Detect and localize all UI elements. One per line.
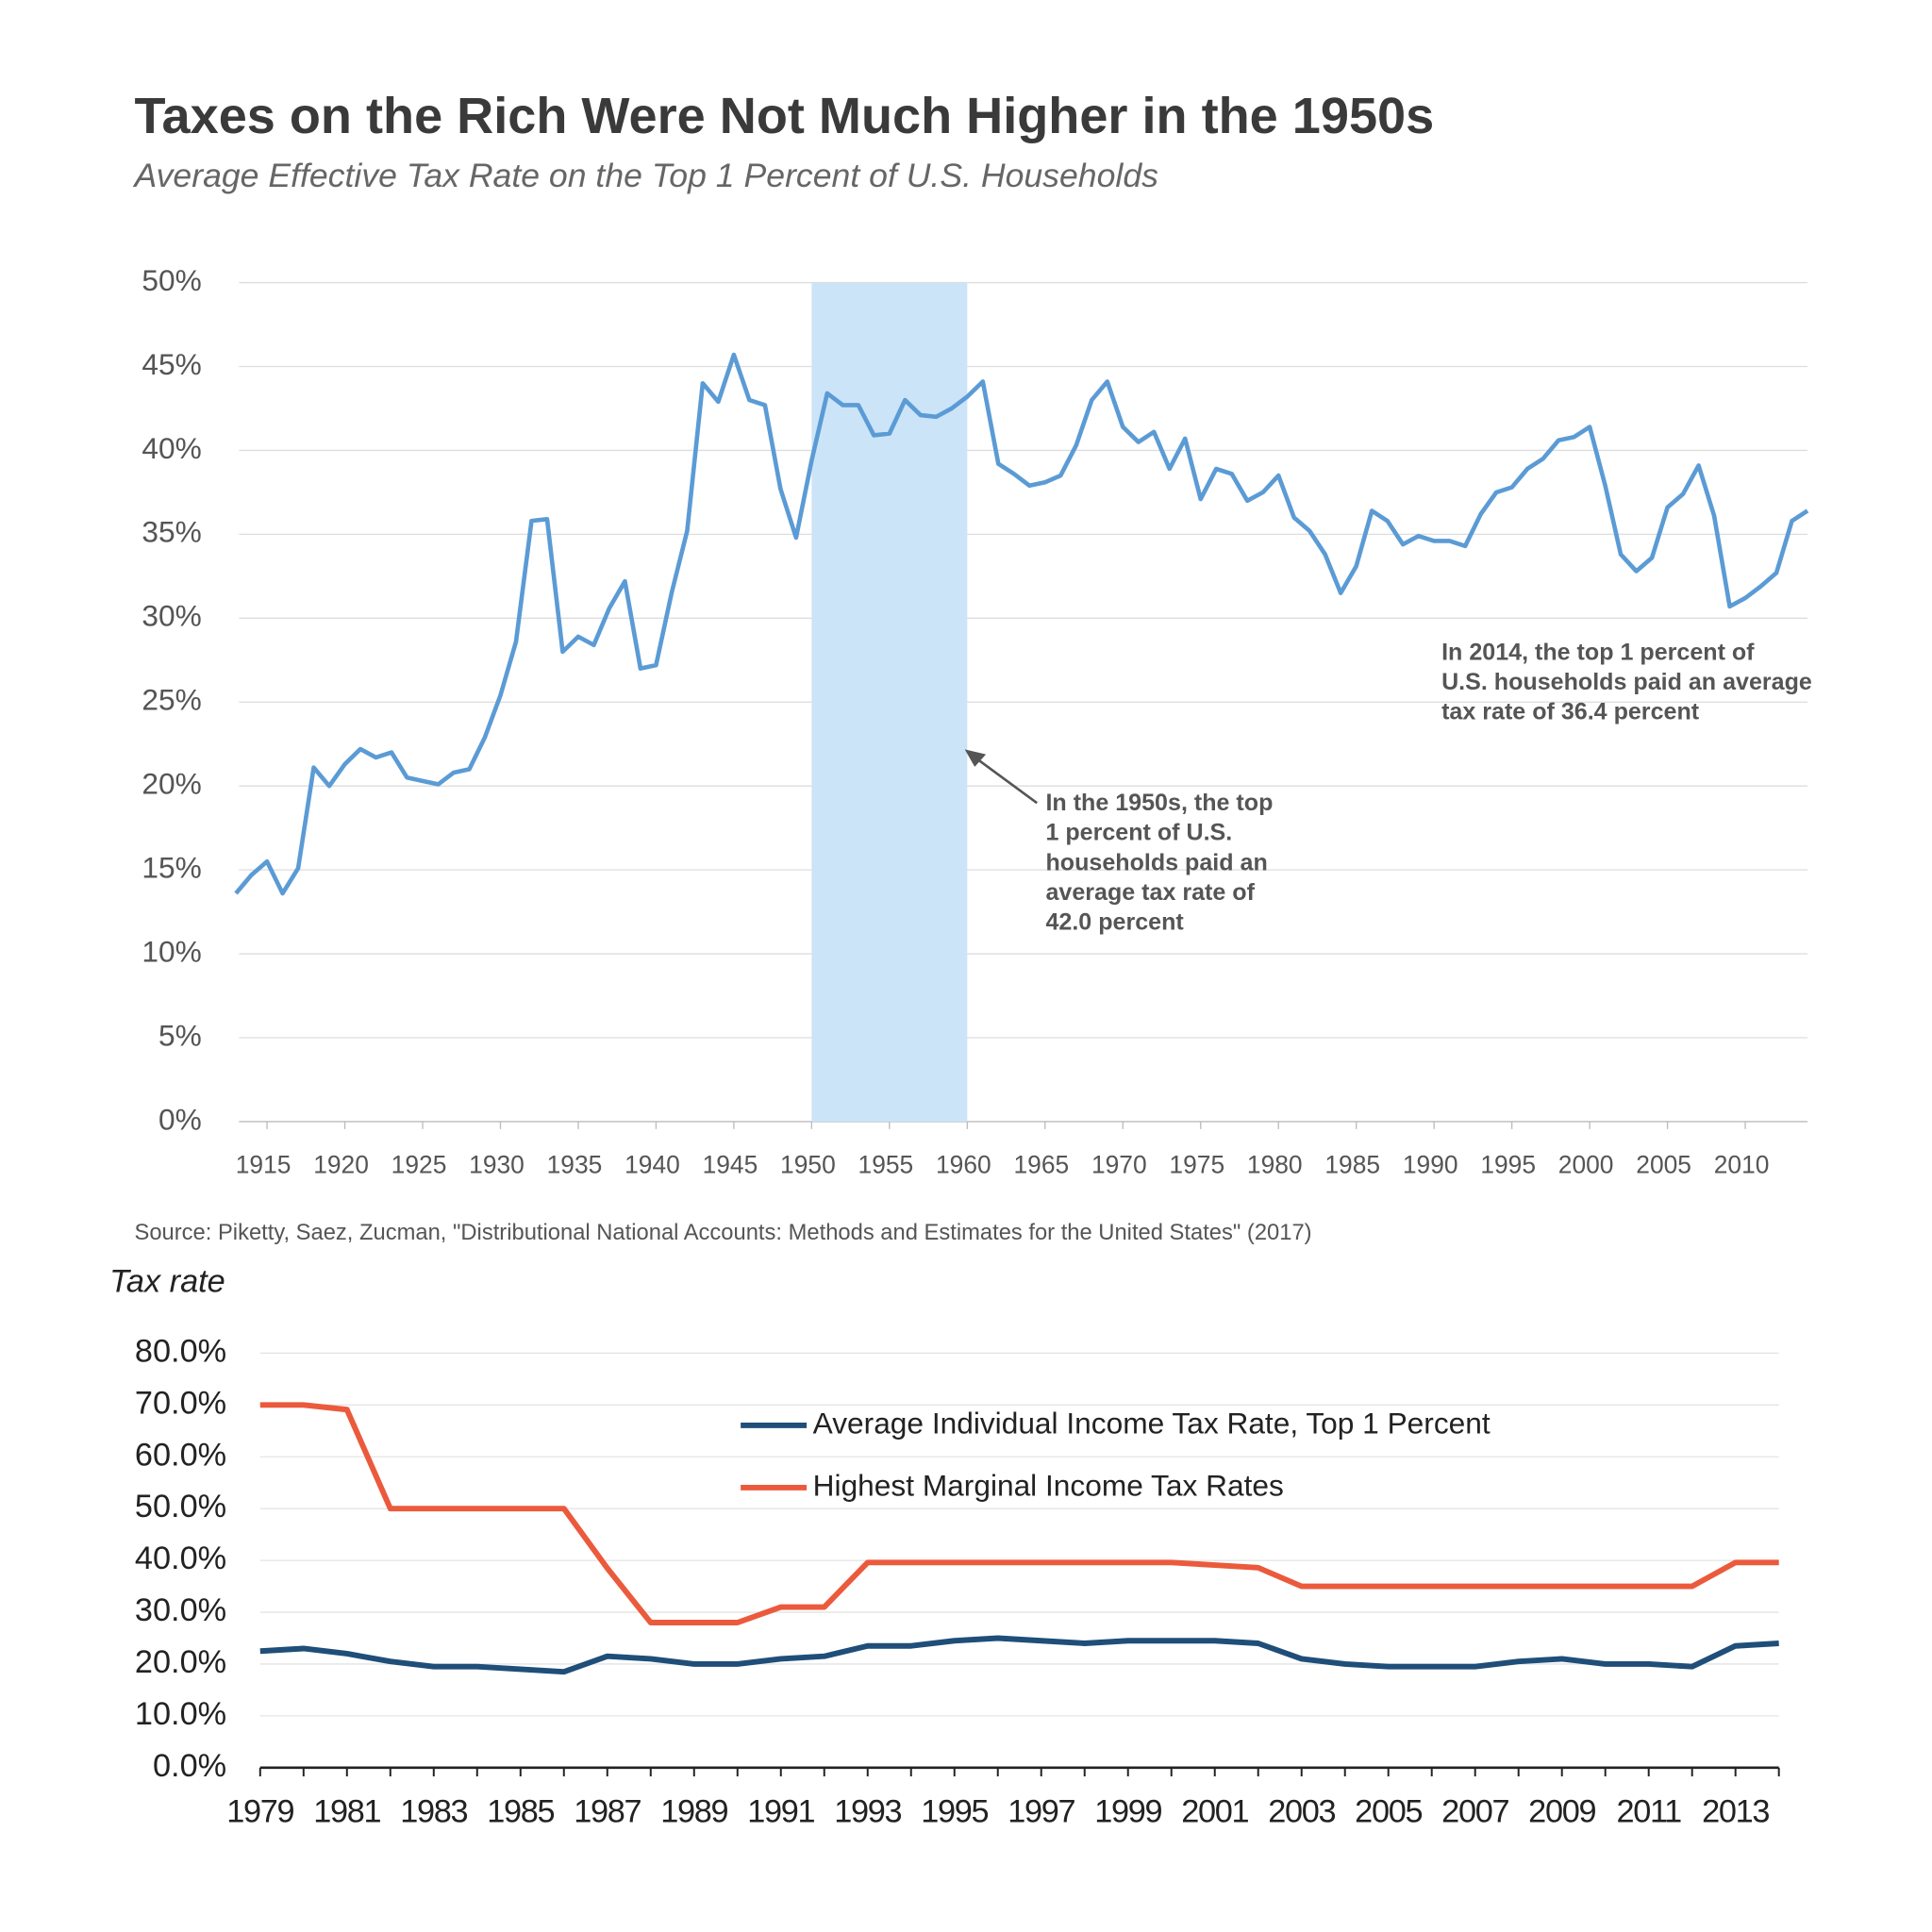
x-tick-label: 1981 — [313, 1794, 380, 1830]
x-tick-label: 1970 — [1091, 1150, 1147, 1178]
y-tick-label: 10% — [142, 934, 201, 968]
y-axis-label: Tax rate — [109, 1264, 225, 1300]
x-tick-label: 1987 — [574, 1794, 641, 1830]
x-tick-label: 1925 — [391, 1150, 447, 1178]
line-series — [259, 1402, 1779, 1625]
x-tick-label: 2005 — [1636, 1150, 1691, 1178]
x-tick-label: 2003 — [1268, 1794, 1335, 1830]
x-tick-label: 1995 — [1480, 1150, 1536, 1178]
x-tick-label: 1979 — [226, 1794, 293, 1830]
y-tick-label: 25% — [142, 683, 201, 717]
x-tick-label: 2007 — [1441, 1794, 1508, 1830]
x-tick-label: 2010 — [1714, 1150, 1770, 1178]
source: Source: Piketty, Saez, Zucman, "Distribu… — [135, 1220, 1312, 1245]
y-tick-label: 35% — [142, 515, 201, 549]
y-tick-label: 50% — [142, 263, 201, 297]
y-tick-label: 80.0% — [135, 1333, 226, 1369]
x-tick-label: 1935 — [547, 1150, 603, 1178]
y-tick-label: 10.0% — [135, 1696, 226, 1732]
y-tick-label: 50.0% — [135, 1489, 226, 1524]
y-tick-label: 70.0% — [135, 1385, 226, 1421]
y-tick-label: 45% — [142, 347, 201, 381]
x-tick-label: 1915 — [236, 1150, 291, 1178]
x-tick-label: 2011 — [1616, 1794, 1681, 1830]
x-tick-label: 1995 — [921, 1794, 988, 1830]
chart-subtitle: Average Effective Tax Rate on the Top 1 … — [133, 157, 1159, 194]
y-tick-label: 0% — [158, 1102, 202, 1136]
x-tick-label: 1989 — [660, 1794, 727, 1830]
x-tick-label: 1993 — [834, 1794, 901, 1830]
x-tick-label: 1985 — [487, 1794, 554, 1830]
chart-title: Taxes on the Rich Were Not Much Higher i… — [135, 88, 1435, 144]
annotation: tax rate of 36.4 percent — [1441, 699, 1700, 725]
x-tick-label: 1980 — [1247, 1150, 1303, 1178]
line-series — [234, 352, 1809, 896]
x-tick-label: 1945 — [703, 1150, 758, 1178]
x-tick-label: 1985 — [1324, 1150, 1380, 1178]
arrow-head — [964, 749, 987, 767]
legend-label: Average Individual Income Tax Rate, Top … — [813, 1406, 1491, 1440]
y-tick-label: 20.0% — [135, 1644, 226, 1680]
x-tick-label: 1990 — [1403, 1150, 1458, 1178]
y-tick-label: 30% — [142, 599, 201, 633]
y-tick-label: 0.0% — [153, 1748, 226, 1784]
annotation: average tax rate of — [1045, 879, 1255, 906]
x-tick-label: 1997 — [1008, 1794, 1074, 1830]
x-tick-label: 1999 — [1094, 1794, 1161, 1830]
y-tick-label: 40% — [142, 431, 201, 465]
x-tick-label: 2009 — [1528, 1794, 1595, 1830]
annotation: In 2014, the top 1 percent of — [1441, 639, 1755, 665]
x-tick-label: 1955 — [858, 1150, 914, 1178]
x-tick-label: 1920 — [313, 1150, 369, 1178]
y-tick-label: 15% — [142, 850, 201, 884]
line-series — [259, 1635, 1779, 1675]
x-tick-label: 1940 — [625, 1150, 680, 1178]
annotation-arrow — [974, 757, 1038, 805]
x-tick-label: 1960 — [936, 1150, 991, 1178]
x-tick-label: 1975 — [1169, 1150, 1224, 1178]
x-tick-label: 2000 — [1558, 1150, 1614, 1178]
x-tick-label: 1965 — [1013, 1150, 1069, 1178]
annotation: In the 1950s, the top — [1045, 790, 1273, 816]
y-tick-label: 40.0% — [135, 1541, 226, 1576]
x-tick-label: 2005 — [1355, 1794, 1422, 1830]
annotation: 1 percent of U.S. — [1045, 820, 1232, 846]
y-tick-label: 5% — [158, 1018, 202, 1052]
y-tick-label: 30.0% — [135, 1592, 226, 1628]
x-tick-label: 2013 — [1702, 1794, 1769, 1830]
highlight-band — [811, 282, 968, 1122]
x-tick-label: 1930 — [469, 1150, 525, 1178]
annotation: households paid an — [1045, 849, 1267, 875]
x-tick-label: 2001 — [1181, 1794, 1248, 1830]
y-tick-label: 60.0% — [135, 1437, 226, 1473]
legend-label: Highest Marginal Income Tax Rates — [813, 1468, 1284, 1502]
x-tick-label: 1991 — [747, 1794, 814, 1830]
annotation: 42.0 percent — [1045, 909, 1184, 936]
x-tick-label: 1950 — [780, 1150, 836, 1178]
y-tick-label: 20% — [142, 767, 201, 801]
x-tick-label: 1983 — [400, 1794, 467, 1830]
annotation: U.S. households paid an average — [1441, 669, 1812, 695]
